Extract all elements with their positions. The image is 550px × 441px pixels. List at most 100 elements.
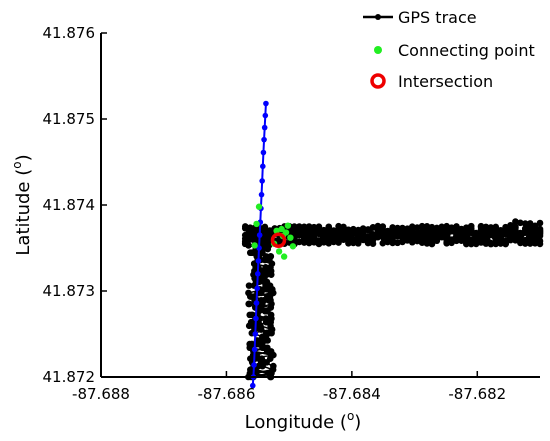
road-trace-point [254, 285, 260, 292]
x-tick-label: -87.682 [448, 385, 506, 403]
gps-trace-point [350, 239, 357, 247]
gps-trace-point [245, 289, 252, 297]
gps-trace-point [248, 340, 256, 348]
y-tick-label: 41.874 [43, 196, 96, 214]
road-trace-point [260, 149, 267, 156]
gps-trace-point [267, 253, 274, 260]
gps-trace-point [453, 223, 460, 230]
gps-trace-point [477, 226, 485, 233]
intersection-series [270, 232, 287, 249]
gps-trace-point [433, 224, 441, 232]
gps-trace-point [251, 227, 259, 235]
gps-trace-point [310, 231, 318, 239]
gps-trace-point [325, 234, 333, 241]
gps-trace-point [399, 237, 406, 245]
y-tick-label: 41.876 [43, 24, 96, 42]
gps-trace-point [502, 240, 509, 248]
x-axis-label-superscript: o [347, 409, 354, 423]
gps-trace-point [512, 227, 519, 234]
gps-trace-point [266, 228, 274, 236]
gps-trace-point [472, 232, 480, 239]
gps-trace-point [261, 236, 269, 244]
gps-trace-point [261, 223, 269, 231]
gps-trace-point [325, 229, 333, 237]
gps-trace-point [263, 285, 271, 293]
gps-trace-point [251, 233, 259, 241]
y-tick-label: 41.875 [43, 110, 96, 128]
gps-trace-point [305, 239, 313, 247]
gps-trace-point [423, 227, 431, 235]
x-axis-label: Longitude (o) [245, 409, 362, 433]
road-trace-point [253, 315, 259, 322]
connecting-point [289, 243, 297, 250]
road-trace-point [261, 136, 267, 143]
gps-trace-point [492, 240, 500, 248]
road-trace-point [261, 124, 268, 131]
connecting-point [280, 253, 288, 260]
y-axis-label-superscript: o [10, 161, 24, 168]
gps-trace-point [394, 224, 401, 232]
gps-trace-point [268, 351, 275, 359]
gps-trace-point [246, 236, 254, 243]
road-trace-point [256, 245, 262, 251]
gps-trace-series [241, 218, 544, 381]
gps-trace-point [482, 232, 490, 239]
gps-trace-point [463, 240, 470, 248]
gps-trace-point [354, 228, 362, 236]
connecting-point [275, 248, 283, 255]
gps-trace-point [467, 237, 475, 245]
gps-trace-point [291, 229, 298, 236]
connecting-point [253, 220, 260, 228]
gps-trace-point [487, 227, 495, 234]
x-tick-label: -87.684 [323, 385, 381, 403]
gps-trace-point [369, 235, 377, 243]
gps-trace-point [394, 230, 401, 238]
legend-intersection-marker [370, 73, 386, 89]
legend-connecting-point-label: Connecting point [398, 41, 535, 60]
ticks: -87.688 -87.686 -87.684 -87.682 41.872 41.873… [43, 24, 507, 403]
gps-trace-point [423, 233, 431, 240]
gps-trace-point [261, 228, 269, 236]
gps-trace-point [359, 225, 367, 232]
gps-trace-point [330, 229, 337, 236]
road-trace-point [258, 191, 265, 198]
gps-trace-point [443, 224, 450, 231]
gps-trace-point [345, 227, 352, 235]
gps-trace-point [369, 240, 377, 248]
gps-trace-point [315, 230, 323, 238]
intersection-marker [270, 232, 287, 249]
gps-trace-point [482, 226, 490, 234]
road-trace-point [256, 232, 263, 238]
y-tick-label: 41.873 [43, 282, 96, 300]
gps-trace-point [295, 223, 303, 230]
gps-trace-point [320, 229, 328, 237]
gps-trace-point [241, 240, 249, 248]
connecting-point [251, 242, 258, 249]
road-trace-line [251, 103, 267, 386]
road-trace-point [263, 100, 269, 107]
gps-trace-point [418, 223, 426, 230]
gps-trace-point [536, 219, 544, 227]
gps-trace-point [300, 239, 308, 246]
gps-trace-point [521, 220, 529, 227]
gps-trace-point [517, 230, 524, 238]
gps-trace-point [246, 300, 253, 308]
gps-trace-point [300, 225, 308, 233]
road-trace-point [249, 382, 256, 389]
gps-trace-point [413, 234, 421, 241]
gps-trace-point [399, 224, 406, 232]
legend-gps-trace-marker [375, 14, 381, 20]
x-tick-label: -87.686 [197, 385, 255, 403]
gps-trace-point [408, 233, 416, 241]
gps-trace-point [345, 239, 352, 247]
gps-trace-point [507, 235, 514, 243]
road-trace-point [259, 178, 265, 184]
gps-trace-point [374, 230, 382, 238]
legend: GPS trace Connecting point Intersection [363, 8, 535, 91]
gps-trace-point [264, 329, 272, 337]
gps-trace-point [258, 275, 266, 282]
gps-trace-point [448, 237, 455, 245]
gps-trace-point [295, 231, 303, 238]
gps-trace-point [257, 296, 265, 304]
gps-trace-point [453, 237, 460, 245]
